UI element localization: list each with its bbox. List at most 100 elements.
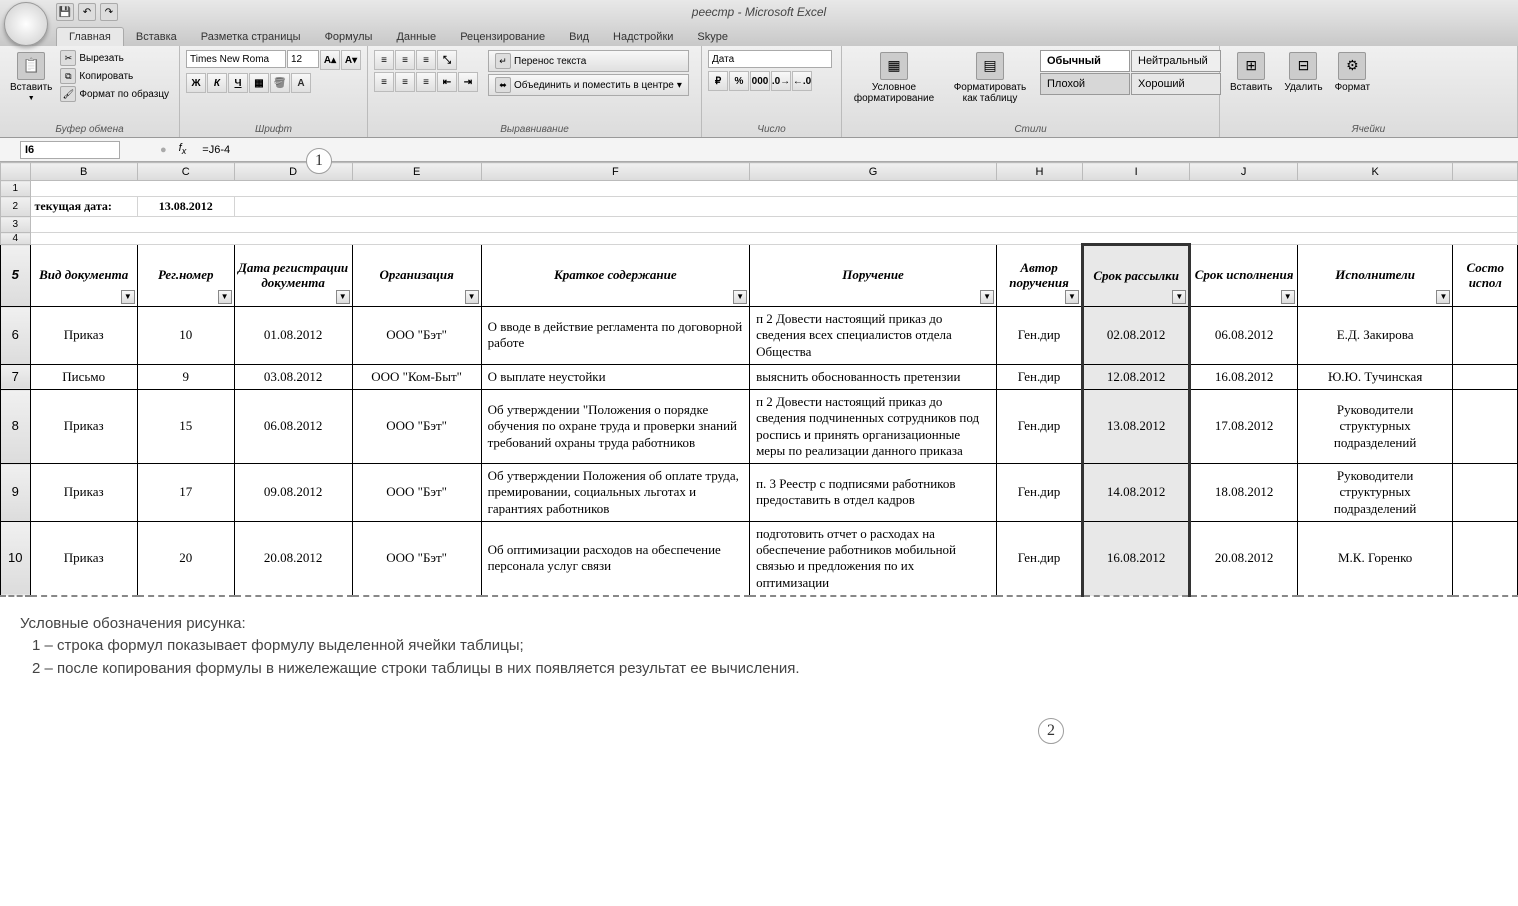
- row-header[interactable]: 9: [1, 464, 31, 522]
- align-center-button[interactable]: ≡: [395, 72, 415, 92]
- font-name-select[interactable]: [186, 50, 286, 68]
- cell[interactable]: Ген.дир: [997, 307, 1083, 365]
- qat-save-icon[interactable]: 💾: [56, 3, 74, 21]
- name-box[interactable]: I6: [20, 141, 120, 159]
- cell[interactable]: Ген.дир: [997, 521, 1083, 596]
- align-left-button[interactable]: ≡: [374, 72, 394, 92]
- column-header[interactable]: C: [137, 163, 234, 181]
- cell[interactable]: п. 3 Реестр с подписями работников предо…: [750, 464, 997, 522]
- ribbon-tab[interactable]: Вставка: [124, 28, 189, 46]
- align-middle-button[interactable]: ≡: [395, 50, 415, 70]
- format-painter-icon[interactable]: 🖌: [60, 86, 76, 102]
- percent-button[interactable]: %: [729, 71, 749, 91]
- column-header[interactable]: D: [234, 163, 352, 181]
- cell[interactable]: [1453, 390, 1518, 464]
- currency-button[interactable]: ₽: [708, 71, 728, 91]
- ribbon-tab[interactable]: Формулы: [313, 28, 385, 46]
- cell[interactable]: 10: [137, 307, 234, 365]
- column-header[interactable]: F: [481, 163, 750, 181]
- style-normal[interactable]: Обычный: [1040, 50, 1130, 72]
- cell[interactable]: Об утверждении Положения об оплате труда…: [481, 464, 750, 522]
- cell[interactable]: [1453, 521, 1518, 596]
- column-header[interactable]: I: [1082, 163, 1189, 181]
- cell[interactable]: [1453, 307, 1518, 365]
- cell[interactable]: Об оптимизации расходов на обеспечение п…: [481, 521, 750, 596]
- font-size-select[interactable]: [287, 50, 319, 68]
- font-color-button[interactable]: A: [291, 73, 311, 93]
- column-header[interactable]: [1, 163, 31, 181]
- cell[interactable]: Ген.дир: [997, 364, 1083, 389]
- delete-cells-button[interactable]: ⊟Удалить: [1280, 50, 1326, 95]
- fill-button[interactable]: 🪣: [270, 73, 290, 93]
- worksheet[interactable]: BCDEFGHIJK 1 2 текущая дата: 13.08.2012 …: [0, 162, 1518, 597]
- number-format-select[interactable]: [708, 50, 832, 68]
- row-header[interactable]: 1: [1, 181, 31, 197]
- row-header[interactable]: 2: [1, 197, 31, 217]
- column-header[interactable]: H: [997, 163, 1083, 181]
- cell[interactable]: Руководители структурных подразделений: [1297, 464, 1453, 522]
- format-as-table-button[interactable]: ▤Форматировать как таблицу: [944, 50, 1036, 106]
- cell[interactable]: 15: [137, 390, 234, 464]
- qat-undo-icon[interactable]: ↶: [78, 3, 96, 21]
- table-header-cell[interactable]: Вид документа▼: [30, 245, 137, 307]
- row-header[interactable]: 3: [1, 217, 31, 233]
- indent-dec-button[interactable]: ⇤: [437, 72, 457, 92]
- table-header-cell[interactable]: Исполнители▼: [1297, 245, 1453, 307]
- table-header-cell[interactable]: Состо испол: [1453, 245, 1518, 307]
- style-neutral[interactable]: Нейтральный: [1131, 50, 1221, 72]
- cut-icon[interactable]: ✂: [60, 50, 76, 66]
- filter-arrow-icon[interactable]: ▼: [218, 290, 232, 304]
- grow-font-button[interactable]: A▴: [320, 50, 340, 70]
- cell[interactable]: Приказ: [30, 390, 137, 464]
- cell[interactable]: О вводе в действие регламента по договор…: [481, 307, 750, 365]
- table-header-cell[interactable]: Дата регистрации документа▼: [234, 245, 352, 307]
- ribbon-tab[interactable]: Разметка страницы: [189, 28, 313, 46]
- row-header[interactable]: 10: [1, 521, 31, 596]
- row-header[interactable]: 5: [1, 245, 31, 307]
- align-top-button[interactable]: ≡: [374, 50, 394, 70]
- ribbon-tab[interactable]: Данные: [384, 28, 448, 46]
- cell[interactable]: ООО "Бэт": [352, 307, 481, 365]
- cell[interactable]: 06.08.2012: [1190, 307, 1297, 365]
- cell[interactable]: выяснить обоснованность претензии: [750, 364, 997, 389]
- indent-inc-button[interactable]: ⇥: [458, 72, 478, 92]
- wrap-text-button[interactable]: ↵Перенос текста: [488, 50, 689, 72]
- table-header-cell[interactable]: Рег.номер▼: [137, 245, 234, 307]
- fx-icon[interactable]: fx: [179, 142, 187, 156]
- cell[interactable]: п 2 Довести настоящий приказ до сведения…: [750, 307, 997, 365]
- cell[interactable]: 09.08.2012: [234, 464, 352, 522]
- cell[interactable]: 17: [137, 464, 234, 522]
- align-bottom-button[interactable]: ≡: [416, 50, 436, 70]
- cell[interactable]: [1453, 464, 1518, 522]
- filter-arrow-icon[interactable]: ▼: [980, 290, 994, 304]
- table-header-cell[interactable]: Поручение▼: [750, 245, 997, 307]
- formula-input[interactable]: =J6-4: [198, 144, 234, 156]
- row-header[interactable]: 8: [1, 390, 31, 464]
- column-header[interactable]: K: [1297, 163, 1453, 181]
- cell[interactable]: п 2 Довести настоящий приказ до сведения…: [750, 390, 997, 464]
- column-header[interactable]: E: [352, 163, 481, 181]
- cell[interactable]: 14.08.2012: [1082, 464, 1189, 522]
- align-right-button[interactable]: ≡: [416, 72, 436, 92]
- cell[interactable]: 20.08.2012: [234, 521, 352, 596]
- italic-button[interactable]: К: [207, 73, 227, 93]
- shrink-font-button[interactable]: A▾: [341, 50, 361, 70]
- cell[interactable]: текущая дата:: [30, 197, 137, 217]
- cell[interactable]: 18.08.2012: [1190, 464, 1297, 522]
- cell[interactable]: Ген.дир: [997, 464, 1083, 522]
- comma-button[interactable]: 000: [750, 71, 770, 91]
- filter-arrow-icon[interactable]: ▼: [1281, 290, 1295, 304]
- cell[interactable]: Письмо: [30, 364, 137, 389]
- column-header[interactable]: J: [1190, 163, 1297, 181]
- cell[interactable]: Об утверждении "Положения о порядке обуч…: [481, 390, 750, 464]
- column-header[interactable]: [1453, 163, 1518, 181]
- row-header[interactable]: 6: [1, 307, 31, 365]
- filter-arrow-icon[interactable]: ▼: [1065, 290, 1079, 304]
- row-header[interactable]: 4: [1, 233, 31, 245]
- cell[interactable]: 17.08.2012: [1190, 390, 1297, 464]
- filter-arrow-icon[interactable]: ▼: [1172, 290, 1186, 304]
- cell[interactable]: 13.08.2012: [1082, 390, 1189, 464]
- cell[interactable]: Руководители структурных подразделений: [1297, 390, 1453, 464]
- cell[interactable]: подготовить отчет о расходах на обеспече…: [750, 521, 997, 596]
- cell[interactable]: Приказ: [30, 307, 137, 365]
